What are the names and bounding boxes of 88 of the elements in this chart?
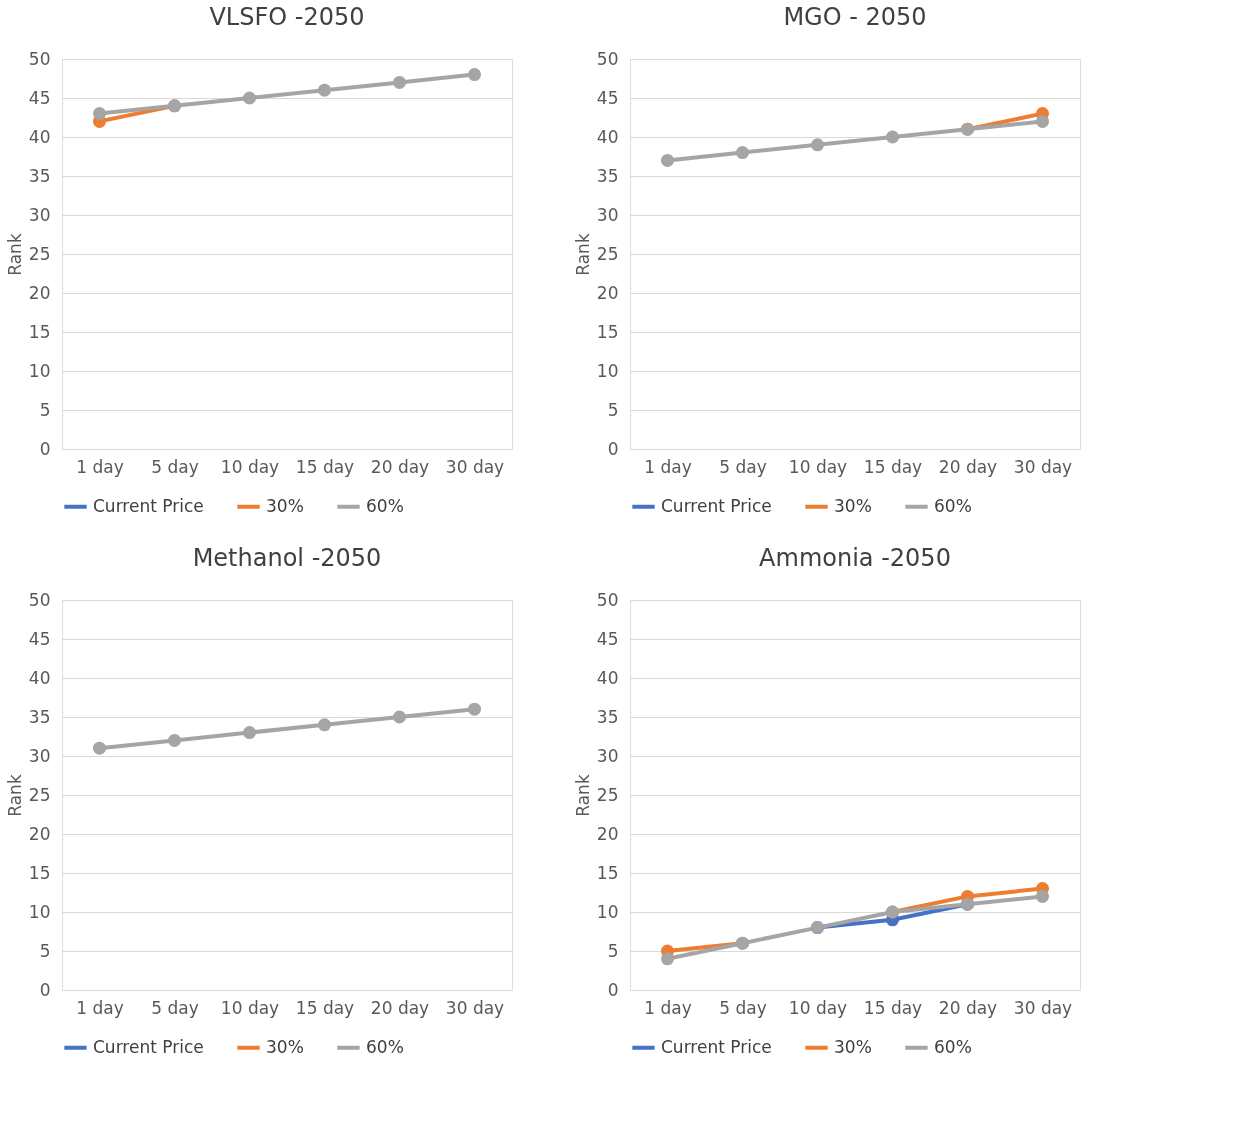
y-tick-label: 35 (28, 165, 51, 186)
y-tick-label: 0 (39, 979, 51, 1000)
y-tick-label: 10 (28, 901, 51, 922)
y-tick-label: 45 (596, 628, 619, 649)
x-tick-label: 20 day (370, 456, 430, 477)
x-tick-label: 1 day (644, 997, 692, 1018)
y-tick-label: 45 (596, 87, 619, 108)
y-tick-label: 15 (28, 321, 51, 342)
y-tick-label: 25 (596, 784, 619, 805)
x-tick-label: 15 day (295, 997, 355, 1018)
x-tick-label: 5 day (151, 997, 199, 1018)
legend-label: 30% (834, 1036, 872, 1057)
x-tick-label: 30 day (445, 997, 505, 1018)
y-tick-label: 35 (28, 706, 51, 727)
y-tick-label: 25 (28, 243, 51, 264)
y-tick-label: 45 (28, 628, 51, 649)
y-tick-label: 20 (596, 823, 619, 844)
y-axis-title: Rank (4, 233, 25, 276)
x-tick-label: 5 day (151, 456, 199, 477)
y-tick-label: 30 (596, 204, 619, 225)
x-tick-label: 5 day (719, 997, 767, 1018)
y-tick-label: 0 (607, 438, 619, 459)
y-tick-label: 10 (596, 901, 619, 922)
y-tick-label: 50 (596, 589, 619, 610)
chart-title: VLSFO -2050 (209, 3, 365, 31)
legend-label: Current Price (93, 1036, 204, 1057)
y-tick-label: 5 (39, 399, 51, 420)
y-tick-label: 20 (28, 823, 51, 844)
y-tick-label: 30 (28, 204, 51, 225)
y-tick-label: 0 (607, 979, 619, 1000)
y-tick-label: 0 (39, 438, 51, 459)
x-tick-label: 10 day (788, 997, 848, 1018)
y-axis-title: Rank (4, 774, 25, 817)
x-tick-label: 1 day (76, 456, 124, 477)
y-tick-label: 25 (596, 243, 619, 264)
y-tick-label: 20 (596, 282, 619, 303)
x-tick-label: 30 day (1013, 997, 1073, 1018)
x-tick-label: 20 day (938, 456, 998, 477)
x-tick-label: 1 day (76, 997, 124, 1018)
y-tick-label: 50 (596, 48, 619, 69)
x-tick-label: 20 day (938, 997, 998, 1018)
chart-title: Ammonia -2050 (759, 544, 951, 572)
x-tick-label: 30 day (445, 456, 505, 477)
legend-label: 60% (934, 1036, 972, 1057)
legend-label: 30% (266, 495, 304, 516)
legend-label: 60% (366, 495, 404, 516)
y-tick-label: 10 (28, 360, 51, 381)
y-tick-label: 5 (607, 940, 619, 961)
legend-label: 30% (266, 1036, 304, 1057)
legend-label: 30% (834, 495, 872, 516)
x-tick-label: 10 day (220, 456, 280, 477)
x-tick-label: 15 day (295, 456, 355, 477)
y-tick-label: 15 (596, 321, 619, 342)
legend-label: Current Price (93, 495, 204, 516)
y-tick-label: 15 (28, 862, 51, 883)
x-tick-label: 1 day (644, 456, 692, 477)
y-tick-label: 50 (28, 589, 51, 610)
y-tick-label: 5 (39, 940, 51, 961)
y-tick-label: 35 (596, 165, 619, 186)
y-tick-label: 35 (596, 706, 619, 727)
x-tick-label: 10 day (220, 997, 280, 1018)
y-tick-label: 45 (28, 87, 51, 108)
y-tick-label: 20 (28, 282, 51, 303)
y-tick-label: 40 (28, 667, 51, 688)
x-tick-label: 20 day (370, 997, 430, 1018)
y-tick-label: 10 (596, 360, 619, 381)
chart-title: MGO - 2050 (783, 3, 927, 31)
y-tick-label: 40 (28, 126, 51, 147)
x-tick-label: 30 day (1013, 456, 1073, 477)
legend-label: Current Price (661, 495, 772, 516)
y-tick-label: 5 (607, 399, 619, 420)
x-tick-label: 15 day (863, 997, 923, 1018)
x-tick-label: 15 day (863, 456, 923, 477)
y-tick-label: 30 (28, 745, 51, 766)
y-tick-label: 30 (596, 745, 619, 766)
x-tick-label: 5 day (719, 456, 767, 477)
chart-title: Methanol -2050 (192, 544, 382, 572)
y-tick-label: 40 (596, 126, 619, 147)
legend-label: 60% (366, 1036, 404, 1057)
y-axis-title: Rank (572, 233, 593, 276)
y-tick-label: 50 (28, 48, 51, 69)
y-axis-title: Rank (572, 774, 593, 817)
y-tick-label: 15 (596, 862, 619, 883)
legend-label: 60% (934, 495, 972, 516)
y-tick-label: 40 (596, 667, 619, 688)
x-tick-label: 10 day (788, 456, 848, 477)
y-tick-label: 25 (28, 784, 51, 805)
legend-label: Current Price (661, 1036, 772, 1057)
